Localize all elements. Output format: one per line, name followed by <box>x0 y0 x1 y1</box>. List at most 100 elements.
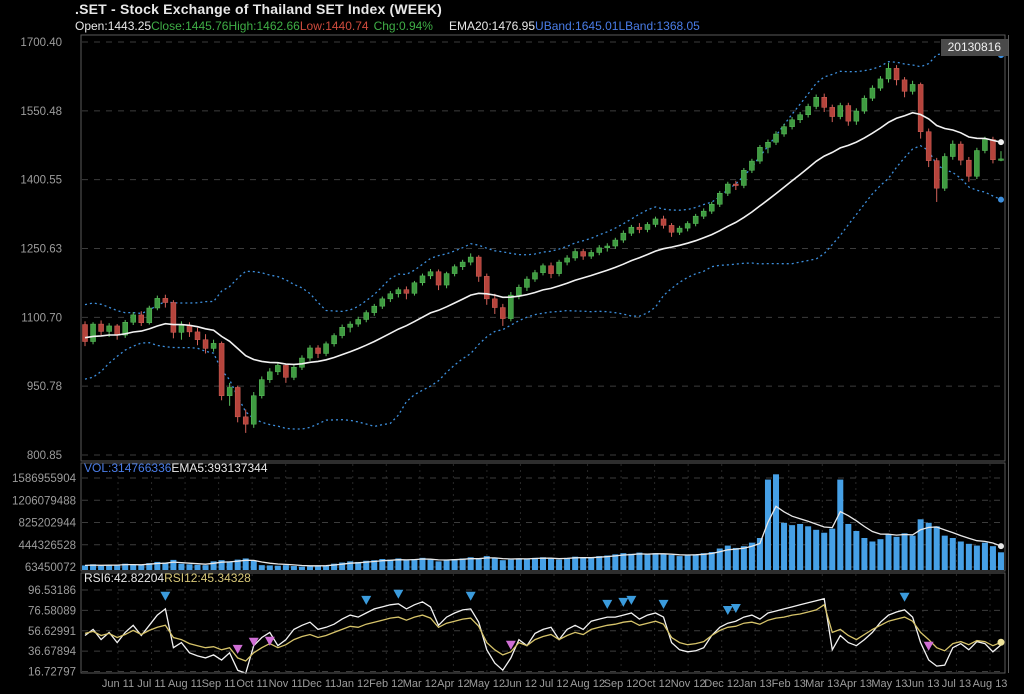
volume-bar <box>797 523 804 570</box>
volume-bar <box>949 537 956 570</box>
volume-bar <box>90 564 97 570</box>
sell-signal-marker <box>658 599 669 609</box>
candle <box>170 300 177 339</box>
candle <box>797 111 803 123</box>
volume-bar <box>427 559 434 570</box>
candle <box>789 117 795 130</box>
candle <box>355 316 361 327</box>
lband-end-dot <box>997 196 1004 203</box>
svg-text:Feb 12: Feb 12 <box>369 678 403 690</box>
candle <box>419 273 426 286</box>
volume-ema5-label: EMA5:393137344 <box>171 461 268 475</box>
volume-bar <box>805 526 812 570</box>
candle <box>387 291 394 303</box>
y-axis-labels-volume: 1586955904 1206079488 825202944 444326528 63… <box>12 473 77 574</box>
svg-text:825202944: 825202944 <box>18 518 76 530</box>
volume-bar <box>523 559 530 570</box>
candle <box>379 296 386 309</box>
candle <box>998 151 1004 162</box>
svg-text:Jan 12: Jan 12 <box>336 678 369 690</box>
volume-bar <box>925 522 932 570</box>
volume-bar <box>411 559 418 570</box>
candle <box>532 269 538 282</box>
candle <box>869 85 876 101</box>
svg-text:Oct 12: Oct 12 <box>638 678 670 690</box>
candle <box>443 271 450 289</box>
svg-text:950.78: 950.78 <box>27 381 62 393</box>
volume-label: VOL:314766336 <box>84 461 172 475</box>
volume-bar <box>162 562 169 570</box>
volume-bar <box>298 566 305 570</box>
volume-bar <box>893 536 900 570</box>
volume-bar <box>789 525 796 570</box>
volume-bar <box>306 566 313 570</box>
candle <box>692 213 699 227</box>
volume-bar <box>395 558 402 570</box>
volume-bar <box>572 556 579 570</box>
svg-text:May 13: May 13 <box>871 678 907 690</box>
svg-text:Apr 12: Apr 12 <box>437 678 469 690</box>
info-ema20: EMA20:1476.95 <box>448 19 536 33</box>
volume-bar <box>644 554 651 570</box>
candle <box>451 264 458 277</box>
buy-signal-marker <box>232 644 243 654</box>
candle <box>202 334 209 354</box>
volume-bar <box>732 547 739 570</box>
candle <box>484 273 490 305</box>
candle <box>138 311 145 326</box>
svg-text:Dec 11: Dec 11 <box>302 678 336 690</box>
volume-bar <box>604 555 611 570</box>
volume-bar <box>122 563 129 570</box>
rsi-panel-border <box>80 572 1006 674</box>
volume-bar <box>965 543 972 570</box>
candle <box>717 190 723 208</box>
candle <box>98 320 104 336</box>
volume-bar <box>114 564 121 570</box>
svg-text:63450072: 63450072 <box>25 562 76 574</box>
svg-text:Nov 12: Nov 12 <box>671 678 706 690</box>
svg-text:Jun 13: Jun 13 <box>906 678 939 690</box>
volume-bar <box>684 555 691 570</box>
candle <box>644 222 651 233</box>
candle <box>813 94 819 110</box>
volume-bar <box>274 565 281 570</box>
candle <box>467 253 474 266</box>
candle <box>548 262 554 279</box>
svg-text:Mar 13: Mar 13 <box>805 678 839 690</box>
candle <box>218 341 225 401</box>
volume-bar <box>403 560 410 570</box>
volume-bar <box>917 519 924 570</box>
candle <box>909 80 916 95</box>
candle <box>861 95 868 114</box>
candle <box>925 128 932 168</box>
candle <box>652 216 659 228</box>
volume-bar <box>628 553 635 570</box>
candle <box>604 243 611 252</box>
volume-bar <box>491 557 498 570</box>
svg-text:Feb 13: Feb 13 <box>772 678 806 690</box>
svg-text:Sep 11: Sep 11 <box>202 678 236 690</box>
volume-bar <box>756 537 763 570</box>
volume-bar <box>202 565 209 570</box>
volume-bar <box>499 560 506 570</box>
candle <box>781 123 787 137</box>
volume-bar <box>652 553 659 570</box>
candle <box>733 180 739 191</box>
volume-bar <box>178 563 185 570</box>
volume-bar <box>909 535 916 570</box>
candle <box>620 230 627 243</box>
volume-bar <box>98 565 105 570</box>
candle <box>210 339 217 352</box>
ohlc-info-bar: Open:1443.25Close:1445.76High:1462.66Low… <box>75 19 700 33</box>
volume-bar <box>781 522 788 570</box>
candle <box>982 136 988 154</box>
candle <box>684 221 691 232</box>
info-close: Close:1445.76 <box>151 19 229 33</box>
svg-text:1206079488: 1206079488 <box>12 495 76 507</box>
candle <box>636 223 643 234</box>
candle <box>572 248 578 261</box>
sell-signal-marker <box>722 606 733 616</box>
svg-text:76.58089: 76.58089 <box>28 605 76 617</box>
candle <box>725 181 731 196</box>
volume-bar <box>355 561 362 570</box>
